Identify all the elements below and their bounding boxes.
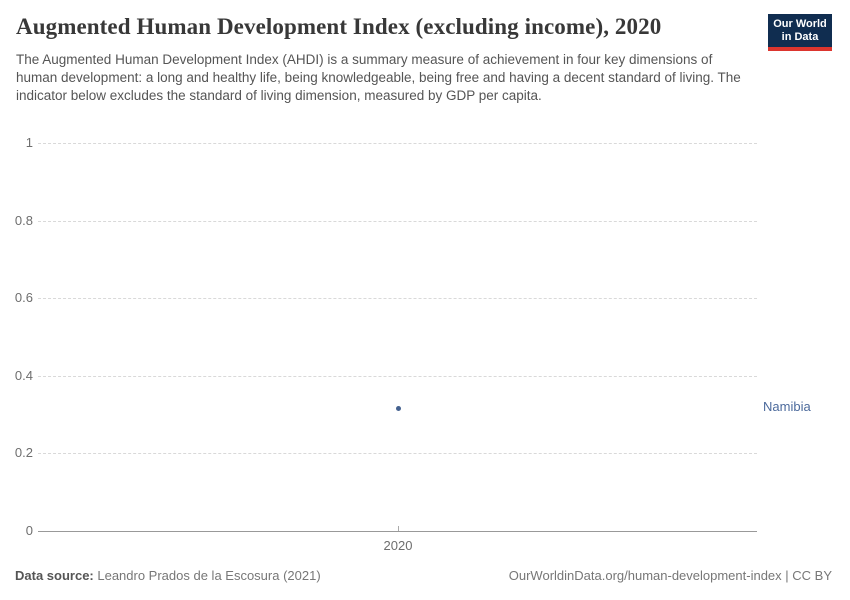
gridline (38, 375, 757, 377)
y-axis-tick-label: 0.6 (14, 290, 33, 306)
data-source-label: Data source: (15, 568, 94, 583)
plot-area: 1 0.8 0.6 0.4 0.2 0 2020 Namibia (15, 135, 811, 553)
x-axis-tick-label: 2020 (383, 538, 413, 553)
gridline (38, 143, 757, 144)
owid-logo-line2: in Data (781, 30, 819, 43)
owid-logo-line1: Our World (773, 17, 827, 30)
gridline (38, 298, 757, 300)
y-axis-tick-label: 0.2 (14, 445, 33, 461)
y-axis-tick-label: 0 (25, 523, 33, 538)
data-source-text: Leandro Prados de la Escosura (2021) (93, 568, 321, 583)
owid-logo: Our World in Data (768, 14, 832, 51)
chart-footer: Data source: Leandro Prados de la Escosu… (15, 568, 832, 583)
entity-label-namibia[interactable]: Namibia (763, 399, 811, 414)
data-source-note: Data source: Leandro Prados de la Escosu… (15, 568, 321, 583)
y-axis-tick-label: 0.8 (14, 212, 33, 228)
data-point-namibia[interactable] (395, 405, 401, 411)
footer-link[interactable]: OurWorldinData.org/human-development-ind… (508, 568, 832, 583)
x-axis-tick (398, 526, 399, 531)
gridline (38, 220, 757, 222)
chart-title: Augmented Human Development Index (exclu… (16, 14, 662, 39)
y-axis-tick-label: 0.4 (14, 367, 33, 383)
chart-subtitle: The Augmented Human Development Index (A… (16, 52, 741, 103)
y-axis-tick-label: 1 (25, 135, 33, 150)
x-axis-line (38, 531, 757, 532)
gridline (38, 453, 757, 455)
